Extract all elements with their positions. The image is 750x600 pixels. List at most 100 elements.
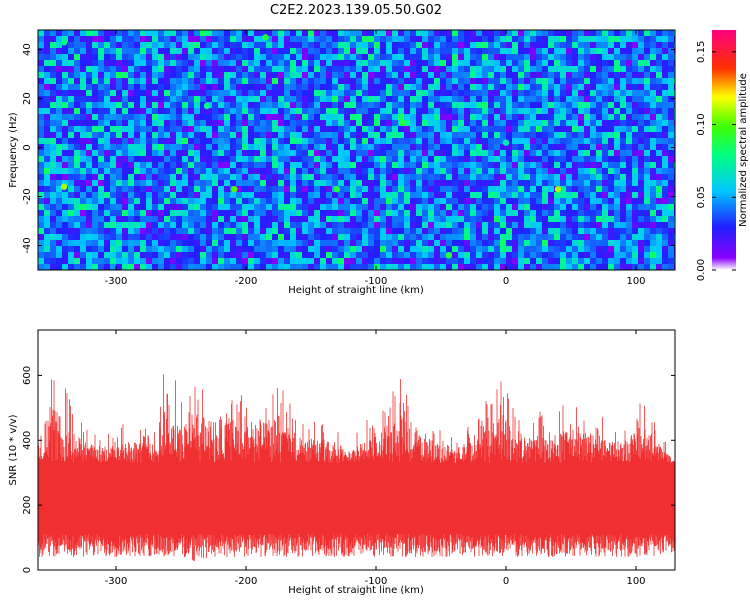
heatmap-cell bbox=[638, 180, 644, 186]
heatmap-cell bbox=[116, 192, 122, 198]
heatmap-cell bbox=[632, 198, 638, 204]
heatmap-cell bbox=[650, 90, 656, 96]
heatmap-cell bbox=[80, 36, 86, 42]
heatmap-cell bbox=[404, 210, 410, 216]
heatmap-cell bbox=[68, 162, 74, 168]
heatmap-cell bbox=[122, 180, 128, 186]
heatmap-cell bbox=[320, 222, 326, 228]
heatmap-cell bbox=[572, 126, 578, 132]
heatmap-cell bbox=[80, 102, 86, 108]
heatmap-cell bbox=[164, 42, 170, 48]
heatmap-cell bbox=[662, 102, 668, 108]
heatmap-cell bbox=[452, 216, 458, 222]
heatmap-cell bbox=[500, 114, 506, 120]
heatmap-cell bbox=[164, 204, 170, 210]
heatmap-cell bbox=[488, 126, 494, 132]
heatmap-cell bbox=[524, 126, 530, 132]
heatmap-cell bbox=[494, 30, 500, 36]
heatmap-cell bbox=[38, 102, 44, 108]
heatmap-cell bbox=[590, 198, 596, 204]
heatmap-cell bbox=[260, 246, 266, 252]
heatmap-cell bbox=[296, 42, 302, 48]
heatmap-cell bbox=[92, 216, 98, 222]
heatmap-cell bbox=[38, 258, 44, 264]
heatmap-cell bbox=[302, 36, 308, 42]
heatmap-cell bbox=[656, 240, 662, 246]
heatmap-cell bbox=[320, 240, 326, 246]
heatmap-cell bbox=[434, 198, 440, 204]
heatmap-cell bbox=[314, 198, 320, 204]
heatmap-cell bbox=[38, 228, 44, 234]
heatmap-cell bbox=[644, 30, 650, 36]
heatmap-cell bbox=[452, 30, 458, 36]
heatmap-cell bbox=[194, 126, 200, 132]
heatmap-cell bbox=[506, 120, 512, 126]
heatmap-cell bbox=[584, 156, 590, 162]
heatmap-cell bbox=[662, 132, 668, 138]
heatmap-cell bbox=[158, 84, 164, 90]
heatmap-cell bbox=[602, 120, 608, 126]
heatmap-cell bbox=[494, 102, 500, 108]
heatmap-cell bbox=[188, 144, 194, 150]
heatmap-cell bbox=[218, 210, 224, 216]
heatmap-cell bbox=[512, 102, 518, 108]
heatmap-cell bbox=[62, 162, 68, 168]
heatmap-cell bbox=[92, 210, 98, 216]
heatmap-cell bbox=[638, 264, 644, 270]
heatmap-cell bbox=[302, 78, 308, 84]
heatmap-cell bbox=[140, 120, 146, 126]
heatmap-cell bbox=[104, 90, 110, 96]
heatmap-cell bbox=[554, 222, 560, 228]
heatmap-cell bbox=[152, 42, 158, 48]
heatmap-cell bbox=[200, 204, 206, 210]
heatmap-cell bbox=[536, 240, 542, 246]
heatmap-cell bbox=[254, 210, 260, 216]
heatmap-cell bbox=[212, 246, 218, 252]
heatmap-cell bbox=[338, 48, 344, 54]
heatmap-cell bbox=[548, 66, 554, 72]
heatmap-cell bbox=[104, 144, 110, 150]
heatmap-cell bbox=[338, 168, 344, 174]
heatmap-cell bbox=[200, 132, 206, 138]
heatmap-cell bbox=[314, 90, 320, 96]
heatmap-cell bbox=[650, 240, 656, 246]
heatmap-cell bbox=[620, 66, 626, 72]
heatmap-cell bbox=[560, 264, 566, 270]
heatmap-cell bbox=[200, 102, 206, 108]
heatmap-cell bbox=[452, 192, 458, 198]
heatmap-cell bbox=[380, 228, 386, 234]
heatmap-cell bbox=[140, 240, 146, 246]
heatmap-cell bbox=[110, 36, 116, 42]
heatmap-hotspot bbox=[203, 102, 211, 110]
heatmap-cell bbox=[500, 216, 506, 222]
heatmap-cell bbox=[566, 42, 572, 48]
heatmap-cell bbox=[182, 90, 188, 96]
heatmap-cell bbox=[380, 162, 386, 168]
heatmap-cell bbox=[626, 264, 632, 270]
heatmap-cell bbox=[98, 198, 104, 204]
heatmap-cell bbox=[278, 144, 284, 150]
heatmap-cell bbox=[56, 78, 62, 84]
heatmap-cell bbox=[284, 60, 290, 66]
heatmap-cell bbox=[224, 156, 230, 162]
heatmap-cell bbox=[62, 168, 68, 174]
heatmap-cell bbox=[356, 84, 362, 90]
heatmap-cell bbox=[302, 234, 308, 240]
heatmap-cell bbox=[656, 60, 662, 66]
heatmap-cell bbox=[56, 228, 62, 234]
heatmap-cell bbox=[56, 150, 62, 156]
heatmap-cell bbox=[224, 234, 230, 240]
heatmap-cell bbox=[362, 66, 368, 72]
heatmap-cell bbox=[110, 234, 116, 240]
heatmap-cell bbox=[188, 174, 194, 180]
heatmap-cell bbox=[440, 198, 446, 204]
heatmap-cell bbox=[584, 108, 590, 114]
heatmap-cell bbox=[524, 240, 530, 246]
heatmap-cell bbox=[368, 132, 374, 138]
heatmap-cell bbox=[584, 240, 590, 246]
heatmap-cell bbox=[482, 258, 488, 264]
heatmap-cell bbox=[668, 162, 674, 168]
heatmap-cell bbox=[464, 246, 470, 252]
heatmap-cell bbox=[326, 222, 332, 228]
heatmap-cell bbox=[656, 252, 662, 258]
